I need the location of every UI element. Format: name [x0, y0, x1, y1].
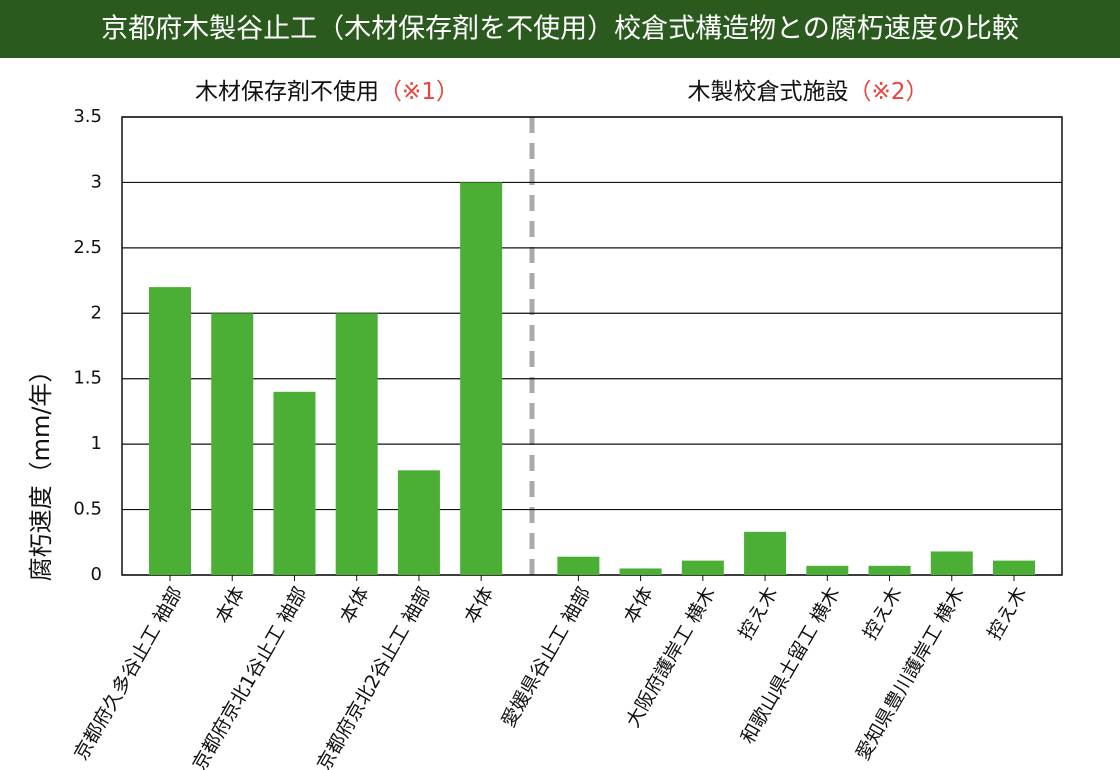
x-tick-label: 控え木	[984, 583, 1032, 643]
bar	[744, 531, 787, 575]
bar	[397, 470, 440, 575]
x-tick-label: 控え木	[735, 583, 783, 643]
bar	[930, 551, 973, 575]
x-tick-label: 京都府京北2谷止工 袖部	[313, 583, 436, 770]
bar	[681, 560, 724, 575]
bar	[806, 565, 849, 575]
bar	[993, 560, 1035, 575]
bar	[211, 313, 254, 575]
bar	[557, 556, 600, 575]
x-tick-label: 本体	[620, 583, 658, 627]
title-bar	[0, 0, 1120, 58]
x-tick-label: 本体	[460, 583, 498, 627]
x-tick-label: 京都府京北1谷止工 袖部	[188, 583, 311, 770]
x-tick-label: 京都府久多谷止工 袖部	[70, 583, 187, 764]
x-tick-label: 愛媛県谷止工 袖部	[497, 583, 595, 731]
bar	[868, 565, 911, 575]
y-tick-label: 3	[91, 171, 102, 192]
x-tick-label: 控え木	[859, 583, 907, 643]
y-tick-label: 0.5	[73, 499, 102, 520]
group-note: （※2）	[849, 79, 929, 105]
group-label: 木製校倉式施設（※2）	[688, 79, 929, 105]
chart-title: 京都府木製谷止工（木材保存剤を不使用）校倉式構造物との腐朽速度の比較	[101, 14, 1019, 45]
y-tick-label: 0	[91, 564, 102, 585]
y-axis-label: 腐朽速度（mm/年）	[27, 359, 55, 582]
y-tick-label: 2.5	[73, 237, 102, 258]
group-name: 木製校倉式施設	[688, 79, 849, 105]
bar	[460, 182, 503, 575]
bar	[335, 313, 378, 575]
bar	[619, 568, 662, 575]
y-tick-label: 1	[91, 433, 102, 454]
bar	[149, 287, 191, 575]
y-tick-label: 3.5	[73, 106, 102, 127]
group-note: （※1）	[379, 79, 459, 105]
x-tick-label: 本体	[336, 583, 374, 627]
y-tick-label: 2	[91, 302, 102, 323]
group-label: 木材保存剤不使用（※1）	[195, 79, 459, 105]
plot-frame	[121, 116, 1063, 576]
x-tick-label: 本体	[211, 583, 249, 627]
bar	[273, 391, 316, 575]
x-tick-label: 愛知県豊川護岸工 横木	[852, 583, 969, 764]
y-tick-label: 1.5	[73, 368, 102, 389]
group-name: 木材保存剤不使用	[195, 79, 379, 105]
